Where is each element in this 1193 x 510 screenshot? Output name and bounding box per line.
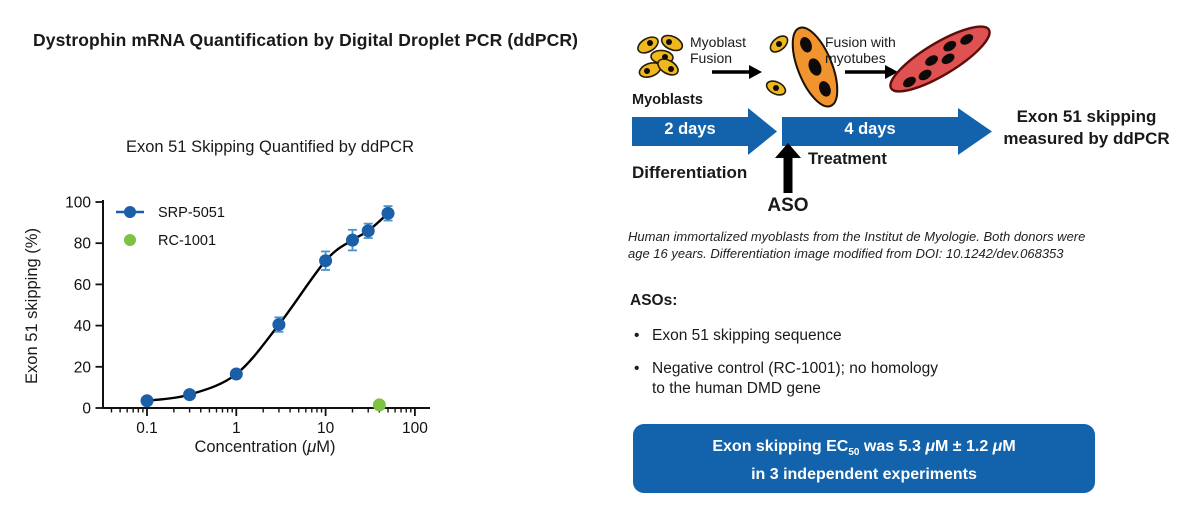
myoblast-fusion-caption-line2: Fusion (690, 50, 733, 66)
svg-text:40: 40 (74, 318, 92, 335)
ec50-mid: was 5.3 (859, 438, 926, 455)
x-axis-label: Concentration (μM) (105, 438, 425, 457)
svg-text:0: 0 (82, 401, 91, 418)
y-axis-ticks: 0 20 40 60 80 100 (65, 195, 103, 418)
ec50-m2: M (1002, 438, 1016, 455)
aso-bullet-1-text: Exon 51 skipping sequence (652, 327, 842, 344)
aso-bullet-1: Exon 51 skipping sequence (634, 326, 842, 346)
myoblast-cells-icon (637, 34, 684, 78)
footnote-line1: Human immortalized myoblasts from the In… (628, 229, 1086, 244)
rc-1001-point (372, 398, 386, 412)
differentiation-diagram (637, 25, 991, 108)
aso-bullet-2-line2: to the human DMD gene (652, 380, 821, 397)
myotube-fusion-caption-line2: myotubes (825, 50, 886, 66)
dose-response-plot: 0 20 40 60 80 100 0.1 1 10 100 SRP-5051 RC-1001 (65, 195, 430, 437)
ec50-mu1: μ (925, 438, 935, 455)
ec50-pre: Exon skipping EC (712, 438, 849, 455)
aso-bullet-2-line1: Negative control (RC-1001); no homology (652, 360, 939, 377)
srp-5051-points (140, 206, 395, 408)
svg-text:0.1: 0.1 (136, 420, 158, 437)
footnote-line2: age 16 years. Differentiation image modi… (628, 246, 1064, 261)
svg-text:100: 100 (65, 195, 91, 212)
nascent-myotube-icon (765, 26, 839, 108)
result-caption: Exon 51 skipping measured by ddPCR (980, 106, 1193, 149)
svg-text:RC-1001: RC-1001 (158, 233, 216, 249)
myoblast-fusion-caption: Myoblast Fusion (690, 34, 746, 66)
fusion-arrow-icon (712, 65, 762, 79)
svg-text:100: 100 (402, 420, 428, 437)
ec50-mu2: μ (992, 438, 1003, 455)
svg-text:60: 60 (74, 277, 92, 294)
myotube-fusion-caption-line1: Fusion with (825, 34, 896, 50)
x-axis-label-mu: μ (307, 438, 317, 456)
timeline-arrow-4days (782, 108, 992, 155)
svg-text:80: 80 (74, 236, 92, 253)
x-axis-label-pre: Concentration ( (194, 438, 308, 456)
asos-heading: ASOs: (630, 292, 678, 309)
svg-text:1: 1 (232, 420, 241, 437)
footnote: Human immortalized myoblasts from the In… (628, 228, 1085, 262)
svg-text:10: 10 (317, 420, 335, 437)
page-title: Dystrophin mRNA Quantification by Digita… (33, 30, 579, 50)
aso-bullet-2: Negative control (RC-1001); no homology … (634, 359, 938, 399)
timeline-arrows (632, 108, 992, 155)
phase2-duration: 4 days (844, 120, 896, 138)
treatment-label: Treatment (808, 150, 887, 168)
myoblast-fusion-caption-line1: Myoblast (690, 34, 747, 50)
result-caption-line2: measured by ddPCR (1003, 128, 1170, 148)
result-caption-line1: Exon 51 skipping (1016, 107, 1157, 126)
aso-label: ASO (767, 195, 809, 216)
ec50-callout-box: Exon skipping EC50 was 5.3 μM ± 1.2 μM i… (633, 424, 1095, 493)
chart-legend: SRP-5051 RC-1001 (116, 205, 225, 249)
phase1-duration: 2 days (664, 120, 716, 138)
x-axis-ticks: 0.1 1 10 100 (110, 408, 428, 437)
differentiation-label: Differentiation (632, 163, 748, 182)
aso-up-arrow-icon (775, 143, 801, 193)
ec50-sub: 50 (848, 447, 860, 459)
timeline-arrow-2days (632, 108, 777, 155)
myotube-fusion-arrow-icon (845, 65, 898, 79)
myotube-fusion-caption: Fusion with myotubes (825, 34, 896, 66)
ec50-line1: Exon skipping EC50 was 5.3 μM ± 1.2 μM (633, 436, 1095, 464)
svg-text:SRP-5051: SRP-5051 (158, 205, 225, 221)
myoblasts-label: Myoblasts (632, 92, 703, 108)
svg-text:20: 20 (74, 359, 92, 376)
ec50-line2: in 3 independent experiments (751, 466, 977, 484)
x-axis-label-post: M) (316, 438, 336, 456)
ec50-m1: M ± 1.2 (934, 438, 993, 455)
axes (102, 200, 430, 409)
chart-title: Exon 51 Skipping Quantified by ddPCR (125, 138, 414, 156)
myotube-icon (889, 25, 991, 93)
